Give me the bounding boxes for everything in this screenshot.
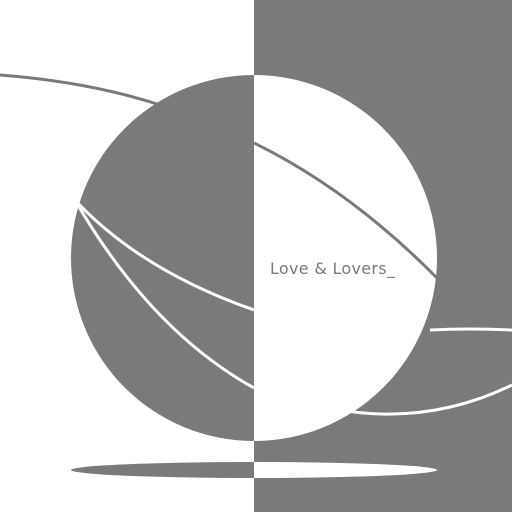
album-title: Love & Lovers_ <box>270 259 396 278</box>
lower-right-arc <box>339 383 512 416</box>
inner-curve-lower <box>73 199 254 390</box>
top-arc-line-inside <box>254 141 439 280</box>
ellipse-shadow-left <box>71 462 254 478</box>
circle-left-half <box>71 75 254 441</box>
ellipse-shadow-right <box>254 462 437 478</box>
right-horizontal-line <box>429 327 512 332</box>
inner-curve-upper <box>73 198 254 312</box>
top-arc-line-outside <box>0 73 161 107</box>
